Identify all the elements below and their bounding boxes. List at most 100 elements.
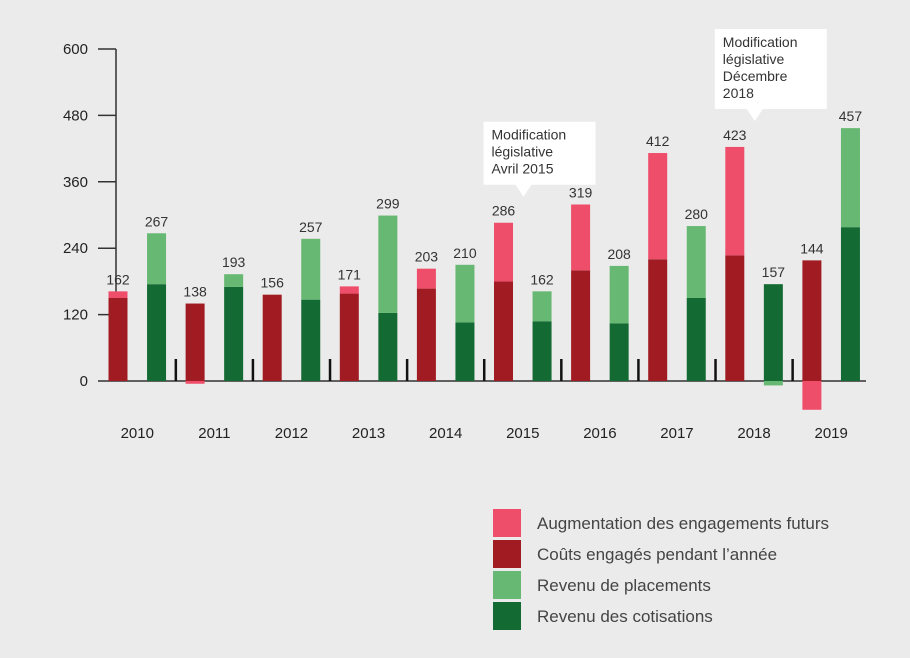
bar-value-label: 193: [222, 254, 246, 270]
bar-segment-contribution_income: [455, 322, 475, 381]
bar-segment-investment_income: [224, 274, 244, 287]
bar-value-label: 171: [338, 266, 362, 282]
bar-segment-costs_incurred: [571, 270, 591, 381]
bar-value-label: 457: [839, 108, 863, 124]
y-tick-label: 600: [63, 41, 88, 58]
bar-segment-investment_income: [301, 238, 321, 300]
legend-label: Augmentation des engagements futurs: [537, 514, 829, 533]
bar-segment-costs_incurred: [802, 260, 822, 381]
bar-value-label: 412: [646, 133, 670, 149]
year-label: 2018: [737, 425, 770, 442]
bar-value-label: 203: [415, 249, 439, 265]
bar-value-label: 423: [723, 127, 747, 143]
bar-segment-investment_income: [686, 226, 706, 298]
callout-text: Avril 2015: [492, 161, 554, 177]
year-label: 2013: [352, 425, 385, 442]
bar-value-labels: 162 267 138 193 156 257 171 299 203 210 286 162 319 2…: [106, 108, 862, 299]
bar-value-label: 286: [492, 203, 516, 219]
legend-label: Coûts engagés pendant l’année: [537, 545, 777, 564]
bar-segment-increase_future: [416, 268, 436, 289]
legend-label: Revenu des cotisations: [537, 607, 713, 626]
bar-value-label: 280: [685, 206, 709, 222]
bar-value-label: 267: [145, 213, 169, 229]
bar-segment-investment_income: [763, 381, 783, 386]
year-label: 2012: [275, 425, 308, 442]
legend-swatch: [493, 540, 521, 568]
callout-text: 2018: [723, 85, 754, 101]
bar-segment-investment_income: [147, 233, 167, 285]
bar-value-label: 144: [800, 240, 824, 256]
bar-segment-increase_future: [339, 286, 359, 294]
bar-segment-increase_future: [108, 291, 128, 298]
year-label: 2010: [121, 425, 154, 442]
bar-value-label: 319: [569, 184, 593, 200]
callout-text: Modification: [492, 127, 567, 143]
year-label: 2015: [506, 425, 539, 442]
callout-box: [714, 28, 827, 121]
bar-segment-contribution_income: [763, 284, 783, 381]
bar-segment-costs_incurred: [494, 281, 513, 381]
callout-text: Modification: [723, 34, 798, 50]
bar-value-label: 208: [607, 246, 631, 262]
bar-value-label: 156: [261, 275, 285, 291]
bar-segment-contribution_income: [301, 299, 321, 381]
bar-segment-costs_incurred: [725, 255, 745, 381]
y-tick-label: 360: [63, 174, 88, 191]
bar-segment-investment_income: [609, 265, 629, 324]
callout-text: législative: [723, 51, 785, 67]
year-labels: 2010 2011 2012 2013 2014 2015 2016 2017 2018 2019: [121, 425, 848, 442]
legend-swatch: [493, 509, 521, 537]
bar-segment-increase_future: [494, 222, 513, 282]
year-label: 2019: [814, 425, 847, 442]
callout-text: Décembre: [723, 68, 788, 84]
bar-segment-costs_incurred: [648, 259, 668, 381]
bar-segment-contribution_income: [378, 312, 398, 381]
year-label: 2017: [660, 425, 693, 442]
bar-segment-increase_future: [802, 381, 822, 410]
bar-value-label: 162: [106, 271, 130, 287]
year-label: 2014: [429, 425, 462, 442]
callout-text: législative: [492, 144, 554, 160]
bar-segment-costs_incurred: [262, 294, 282, 381]
legend-item-increase_future: Augmentation des engagements futurs: [493, 509, 829, 537]
bar-segment-costs_incurred: [108, 298, 128, 381]
bar-segment-increase_future: [185, 381, 205, 384]
legend-item-costs_incurred: Coûts engagés pendant l’année: [493, 540, 777, 568]
bar-segment-costs_incurred: [185, 303, 205, 381]
bar-segment-investment_income: [532, 291, 552, 322]
legend-item-contribution_income: Revenu des cotisations: [493, 602, 713, 630]
bar-segment-investment_income: [378, 215, 398, 313]
bar-segment-costs_incurred: [339, 293, 359, 381]
bar-segment-contribution_income: [840, 227, 860, 381]
y-tick-label: 480: [63, 107, 88, 124]
bar-segment-contribution_income: [532, 321, 552, 381]
legend-swatch: [493, 602, 521, 630]
bar-segment-contribution_income: [224, 286, 244, 381]
bar-segment-investment_income: [840, 128, 860, 228]
year-label: 2011: [198, 425, 230, 442]
y-tick-label: 240: [63, 240, 88, 257]
bar-value-label: 257: [299, 219, 323, 235]
bar-segment-increase_future: [648, 153, 668, 260]
bar-value-label: 299: [376, 196, 400, 212]
bar-value-label: 210: [453, 245, 477, 261]
bar-value-label: 162: [530, 271, 554, 287]
bar-segment-contribution_income: [686, 298, 706, 381]
bar-segment-contribution_income: [609, 323, 629, 381]
bar-segment-increase_future: [571, 204, 591, 271]
legend-item-investment_income: Revenu de placements: [493, 571, 711, 599]
legend-swatch: [493, 571, 521, 599]
bar-segment-investment_income: [455, 264, 475, 323]
bar-segment-costs_incurred: [416, 288, 436, 381]
bar-value-label: 138: [183, 284, 207, 300]
legend: Augmentation des engagements futurs Coûts…: [493, 509, 829, 630]
year-label: 2016: [583, 425, 616, 442]
bar-segment-contribution_income: [147, 284, 167, 381]
y-tick-label: 0: [80, 373, 88, 390]
legend-label: Revenu de placements: [537, 576, 711, 595]
callout-box: [483, 121, 596, 197]
bars: [108, 128, 860, 410]
